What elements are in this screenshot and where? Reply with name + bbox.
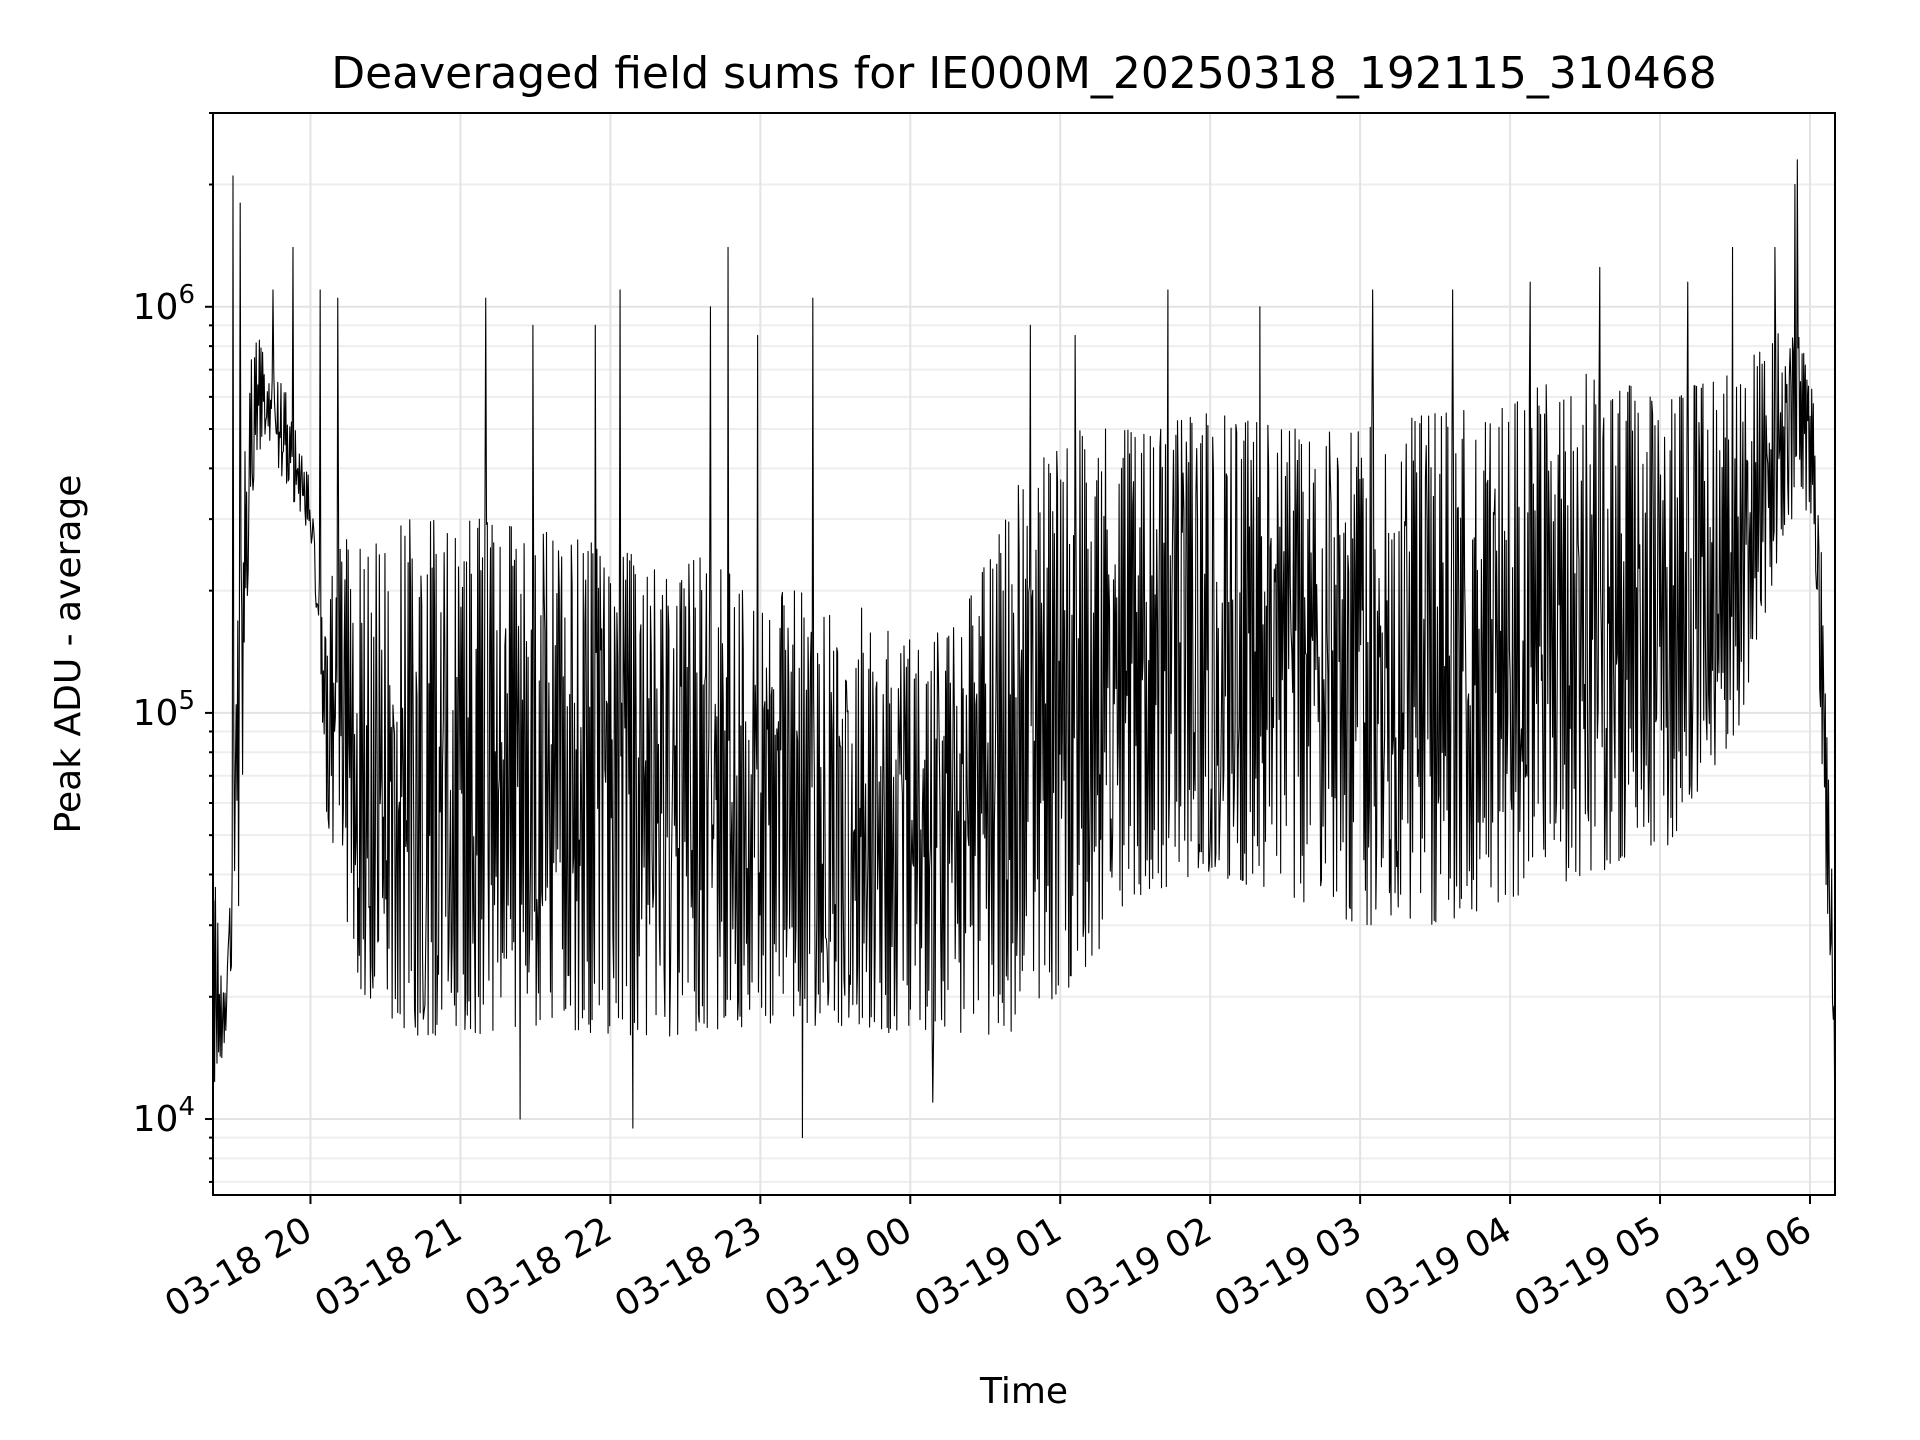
- x-tick-label: 03-19 05: [1508, 1209, 1669, 1325]
- chart-title: Deaveraged field sums for IE000M_2025031…: [331, 48, 1717, 99]
- x-axis-label: Time: [979, 1371, 1068, 1412]
- series-line: [212, 159, 1836, 1139]
- x-tick-label: 03-18 21: [308, 1209, 469, 1325]
- x-tick-label: 03-19 06: [1658, 1209, 1819, 1325]
- x-tick-label: 03-18 23: [608, 1209, 769, 1325]
- series-group: [212, 159, 1836, 1139]
- y-axis: 104 105 106: [133, 112, 213, 1183]
- x-tick-label: 03-19 03: [1208, 1209, 1369, 1325]
- x-tick-label: 03-19 01: [908, 1209, 1069, 1325]
- x-tick-label: 03-18 20: [158, 1209, 319, 1325]
- plot-frame: [212, 112, 1836, 1196]
- y-tick-label: 104: [133, 1092, 195, 1140]
- x-tick-label: 03-18 22: [458, 1209, 619, 1325]
- y-tick-label: 106: [133, 280, 195, 328]
- x-tick-label: 03-19 00: [758, 1209, 919, 1325]
- x-tick-label: 03-19 04: [1358, 1209, 1519, 1325]
- y-axis-label: Peak ADU - average: [48, 475, 89, 834]
- x-tick-label: 03-19 02: [1058, 1209, 1219, 1325]
- y-tick-label: 105: [133, 686, 195, 734]
